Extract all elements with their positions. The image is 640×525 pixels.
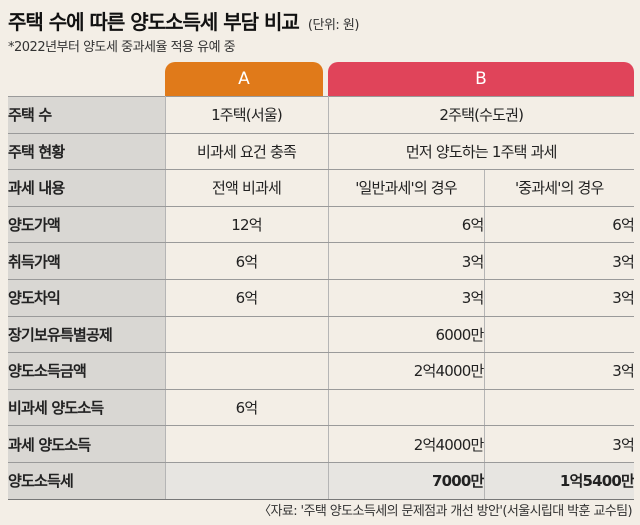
cell-b-general: 6000만 [328,316,485,354]
cell-a [165,316,329,354]
comparison-table: 주택 수 1주택(서울) 2주택(수도권) 주택 현황 비과세 요건 충족 먼저… [8,96,635,500]
cell-a: 6억 [165,389,329,427]
subtitle: *2022년부터 양도세 중과세율 적용 유예 중 [8,40,236,55]
row-label: 양도차익 [8,279,166,317]
tab-b: B [328,62,634,96]
tab-a: A [165,62,323,96]
cell-a: 6억 [165,279,329,317]
cell-b: 2주택(수도권) [328,96,635,134]
row-label: 양도소득세 [8,462,166,500]
cell-b-general [328,389,485,427]
table-row: 주택 수 1주택(서울) 2주택(수도권) [8,96,635,134]
table-row: 양도차익 6억 3억 3억 [8,279,635,317]
row-label: 과세 내용 [8,169,166,207]
cell-b-general: '일반과세'의 경우 [328,169,485,207]
cell-b-general: 2억4000만 [328,352,485,390]
cell-b-heavy: 3억 [484,242,635,280]
cell-a: 6억 [165,242,329,280]
table-row-total: 양도소득세 7000만 1억5400만 [8,462,635,500]
cell-a [165,425,329,463]
row-label: 양도소득금액 [8,352,166,390]
table-row: 취득가액 6억 3억 3억 [8,242,635,280]
cell-b-general: 2억4000만 [328,425,485,463]
table-row: 주택 현황 비과세 요건 충족 먼저 양도하는 1주택 과세 [8,133,635,171]
cell-b-general: 3억 [328,242,485,280]
cell-b-heavy: 1억5400만 [484,462,635,500]
cell-b-heavy: 6억 [484,206,635,244]
title-row: 주택 수에 따른 양도소득세 부담 비교 (단위: 원) [8,6,359,35]
cell-a [165,352,329,390]
cell-b-general: 3억 [328,279,485,317]
row-label: 과세 양도소득 [8,425,166,463]
cell-b-heavy: 3억 [484,425,635,463]
cell-b-general: 6억 [328,206,485,244]
row-label: 취득가액 [8,242,166,280]
row-label: 비과세 양도소득 [8,389,166,427]
table-row: 양도가액 12억 6억 6억 [8,206,635,244]
cell-b-general: 7000만 [328,462,485,500]
cell-b-heavy: 3억 [484,279,635,317]
cell-b-heavy [484,316,635,354]
cell-a: 전액 비과세 [165,169,329,207]
row-label: 양도가액 [8,206,166,244]
row-label: 주택 현황 [8,133,166,171]
table-row: 양도소득금액 2억4000만 3억 [8,352,635,390]
cell-a [165,462,329,500]
cell-a: 1주택(서울) [165,96,329,134]
source-note: 〈자료: '주택 양도소득세의 문제점과 개선 방안'(서울시립대 박훈 교수팀… [258,504,632,519]
page-title: 주택 수에 따른 양도소득세 부담 비교 [8,10,300,34]
table-row: 장기보유특별공제 6000만 [8,316,635,354]
table-row: 과세 양도소득 2억4000만 3억 [8,425,635,463]
cell-b: 먼저 양도하는 1주택 과세 [328,133,635,171]
cell-b-heavy: 3억 [484,352,635,390]
cell-a: 12억 [165,206,329,244]
table-row: 과세 내용 전액 비과세 '일반과세'의 경우 '중과세'의 경우 [8,169,635,207]
row-label: 장기보유특별공제 [8,316,166,354]
cell-a: 비과세 요건 충족 [165,133,329,171]
table-row: 비과세 양도소득 6억 [8,389,635,427]
unit-note: (단위: 원) [307,18,360,33]
cell-b-heavy: '중과세'의 경우 [484,169,635,207]
row-label: 주택 수 [8,96,166,134]
cell-b-heavy [484,389,635,427]
